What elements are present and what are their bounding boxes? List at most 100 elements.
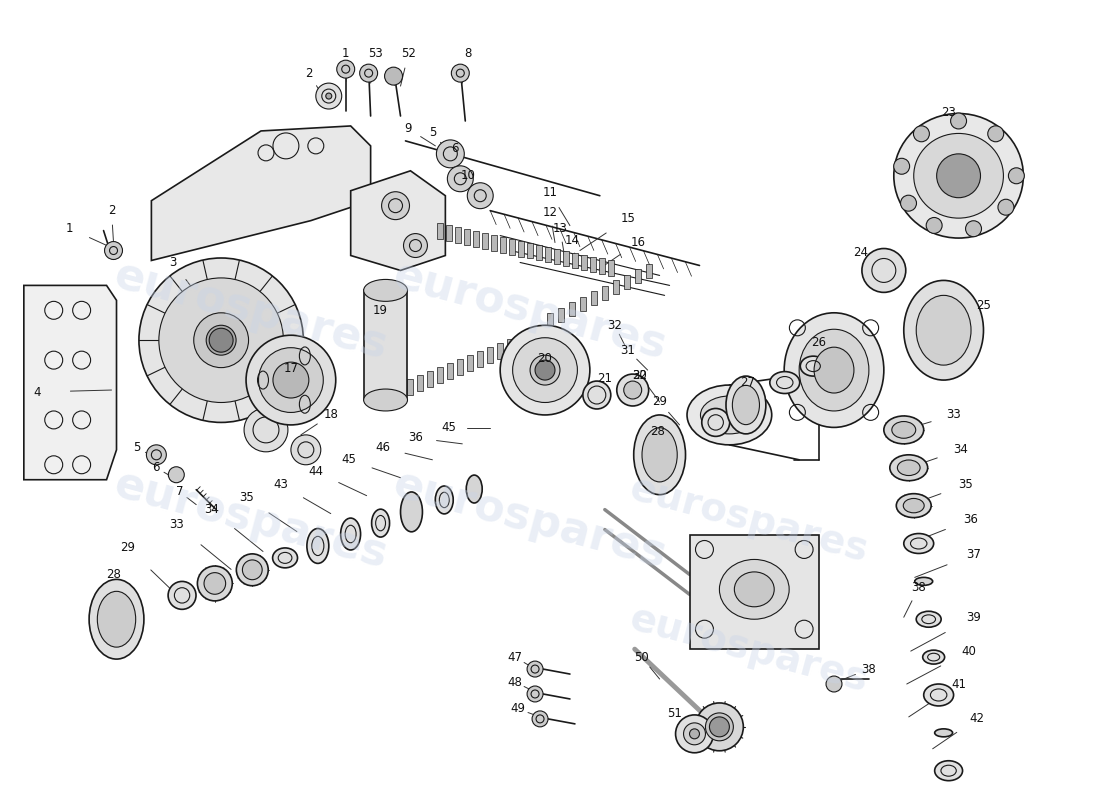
Text: 33: 33 [946,409,961,422]
Ellipse shape [273,548,297,568]
Ellipse shape [896,494,932,518]
Text: 16: 16 [630,236,646,249]
Polygon shape [492,234,497,250]
Text: 46: 46 [375,442,390,454]
Ellipse shape [904,534,934,554]
Ellipse shape [236,554,268,586]
Text: 7: 7 [176,485,183,498]
Polygon shape [507,339,513,355]
Ellipse shape [642,428,678,482]
Text: 24: 24 [854,246,868,259]
Polygon shape [497,343,503,359]
Polygon shape [464,229,471,245]
Ellipse shape [204,573,226,594]
Text: 8: 8 [464,46,472,60]
Ellipse shape [915,578,933,586]
Circle shape [451,64,470,82]
Text: eurospares: eurospares [110,253,393,367]
Circle shape [998,199,1014,215]
Polygon shape [351,170,446,270]
Ellipse shape [372,509,389,537]
Polygon shape [397,383,404,399]
Text: 47: 47 [507,650,522,664]
Text: 52: 52 [402,46,416,60]
Ellipse shape [924,684,954,706]
Ellipse shape [583,381,610,409]
Ellipse shape [246,335,336,425]
Ellipse shape [916,295,971,365]
Circle shape [244,408,288,452]
Ellipse shape [705,713,734,741]
Ellipse shape [530,355,560,385]
Circle shape [385,67,403,85]
Ellipse shape [513,338,578,402]
Ellipse shape [206,326,236,355]
Ellipse shape [158,278,284,402]
Ellipse shape [341,518,361,550]
Ellipse shape [914,134,1003,218]
Text: 29: 29 [120,541,135,554]
Polygon shape [509,238,515,254]
Text: 11: 11 [542,186,558,199]
Circle shape [360,64,377,82]
Ellipse shape [695,703,744,750]
Circle shape [104,242,122,259]
Circle shape [893,158,910,174]
Polygon shape [517,335,524,351]
Ellipse shape [436,486,453,514]
Text: 33: 33 [169,518,184,531]
Text: 39: 39 [966,610,981,624]
Circle shape [273,362,309,398]
Polygon shape [24,286,117,480]
Polygon shape [448,363,453,379]
Ellipse shape [726,376,766,434]
Text: 27: 27 [740,375,755,389]
Polygon shape [387,387,394,403]
Text: 28: 28 [650,426,666,438]
Text: 49: 49 [510,702,526,715]
Text: 3: 3 [169,256,177,269]
Text: 6: 6 [452,142,459,155]
Circle shape [926,218,942,234]
Polygon shape [581,254,587,270]
Ellipse shape [883,416,924,444]
Polygon shape [572,253,578,269]
Ellipse shape [801,356,826,376]
Text: 50: 50 [635,650,649,664]
Text: 12: 12 [542,206,558,219]
Text: 48: 48 [508,675,522,689]
Text: 5: 5 [429,126,436,139]
Polygon shape [447,225,452,241]
Ellipse shape [466,475,482,503]
Text: 41: 41 [952,678,966,690]
Polygon shape [569,302,575,316]
Text: 35: 35 [958,478,972,491]
Ellipse shape [814,347,854,393]
Polygon shape [602,286,608,300]
Ellipse shape [701,396,758,434]
Ellipse shape [890,455,927,481]
Circle shape [448,166,473,192]
Ellipse shape [168,582,196,610]
Ellipse shape [923,650,945,664]
Text: 42: 42 [969,712,984,726]
Circle shape [826,676,842,692]
Text: 30: 30 [632,369,647,382]
Ellipse shape [139,258,304,422]
Circle shape [901,195,916,211]
Polygon shape [500,237,506,253]
Circle shape [527,686,543,702]
Text: 45: 45 [341,454,356,466]
Ellipse shape [733,386,759,425]
Text: 14: 14 [564,234,580,247]
Ellipse shape [500,326,590,415]
Circle shape [209,328,233,352]
Text: 1: 1 [66,222,74,235]
Circle shape [146,445,166,465]
Polygon shape [418,375,424,391]
Polygon shape [591,291,597,306]
Text: 18: 18 [323,409,338,422]
Polygon shape [152,126,371,261]
Circle shape [168,466,185,482]
Ellipse shape [892,422,915,438]
